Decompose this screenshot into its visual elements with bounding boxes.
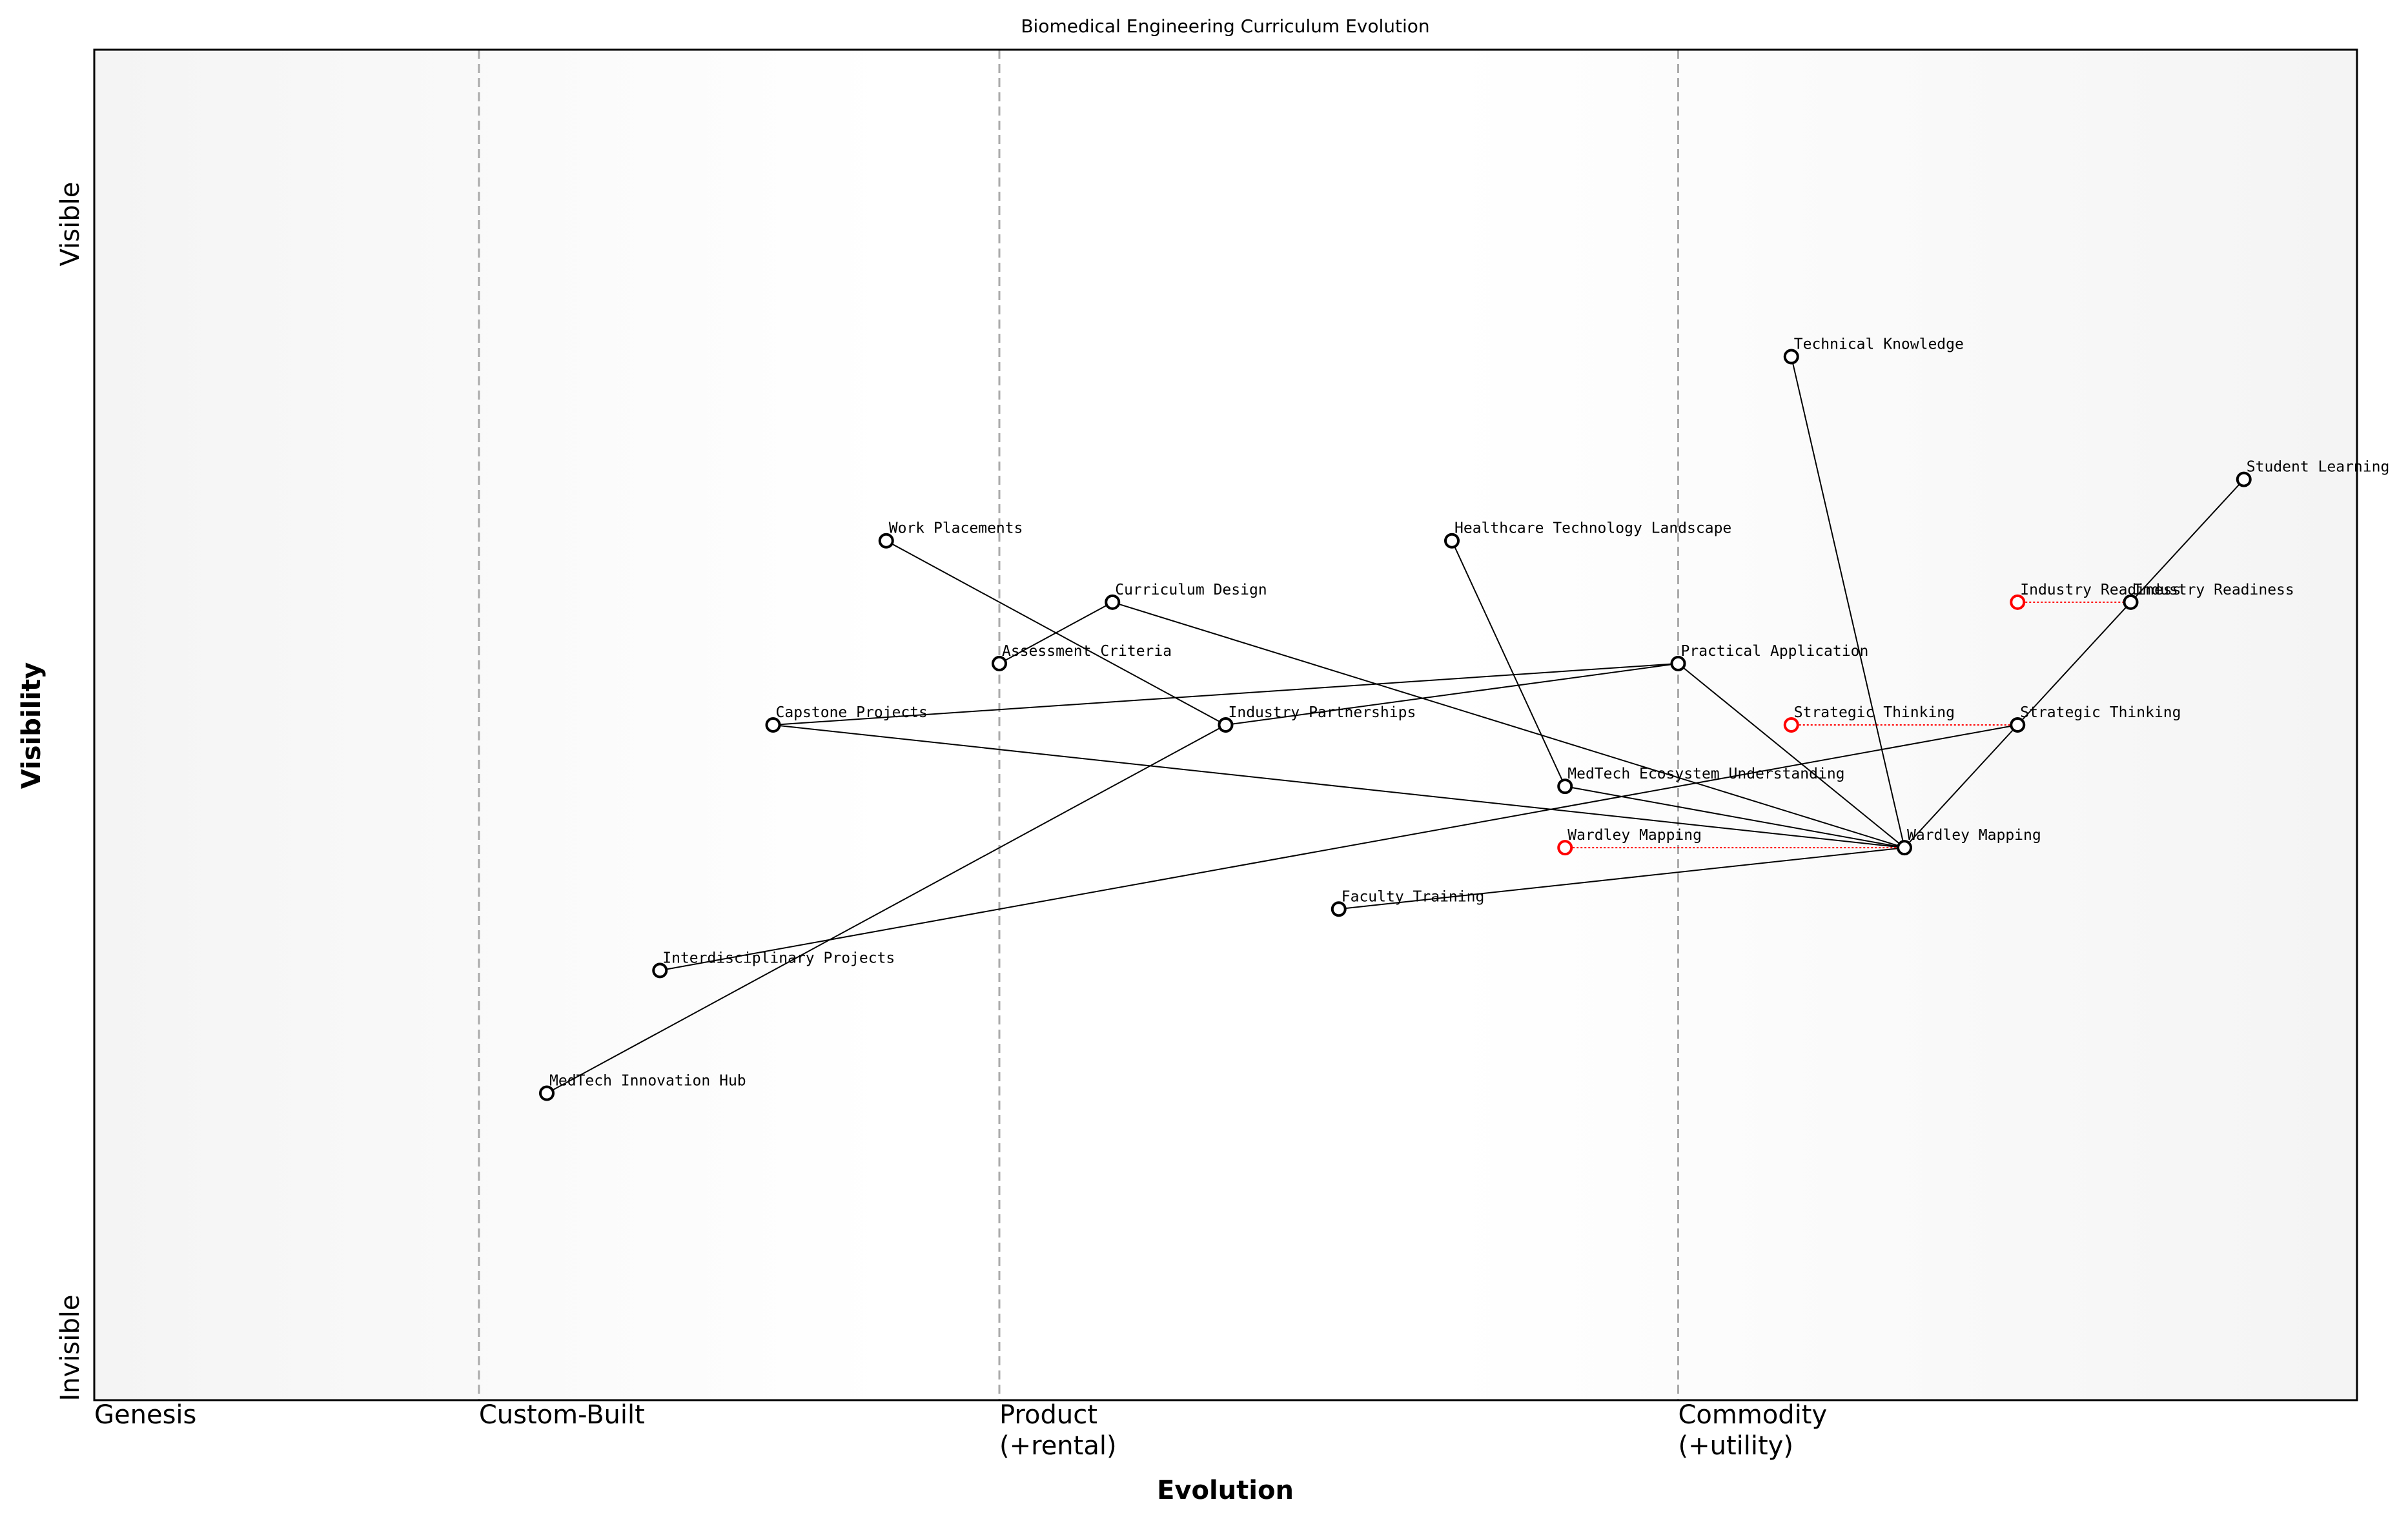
node <box>2123 594 2139 610</box>
evolution-label: Strategic Thinking <box>1794 704 1955 721</box>
node-label: Healthcare Technology Landscape <box>1454 520 1731 537</box>
node-label: Student Learning <box>2247 459 2390 476</box>
node-label: Practical Application <box>1681 643 1869 660</box>
node-label: Wardley Mapping <box>1907 827 2041 844</box>
node <box>652 962 668 979</box>
evolution-label: Wardley Mapping <box>1567 827 1702 844</box>
x-tick-label: Product (+rental) <box>999 1400 1117 1461</box>
link <box>1677 663 1905 848</box>
link <box>1451 540 1566 787</box>
node <box>1444 533 1460 549</box>
node <box>1670 655 1686 671</box>
node <box>878 533 894 549</box>
evolution-point <box>2010 594 2026 610</box>
node <box>1557 779 1573 795</box>
evolution-point <box>1557 840 1573 856</box>
plot-layer: Industry Readiness Strategic Thinking Ward… <box>478 50 2390 1400</box>
node-label: Work Placements <box>889 520 1023 537</box>
link <box>1225 662 1678 726</box>
node-label: Faculty Training <box>1342 888 1485 905</box>
link <box>2017 602 2132 726</box>
link <box>1112 601 1905 849</box>
node-label: Strategic Thinking <box>2020 704 2181 721</box>
evolution-point <box>1783 717 1799 733</box>
node-label: Curriculum Design <box>1115 582 1267 598</box>
chart-title: Biomedical Engineering Curriculum Evolut… <box>1021 15 1429 37</box>
x-tick-label: Genesis <box>94 1400 197 1430</box>
plot-frame <box>93 48 2358 1401</box>
y-bottom-label: Invisible <box>56 1295 85 1401</box>
node-label: Capstone Projects <box>776 704 928 721</box>
node <box>1783 349 1799 365</box>
x-tick-label: Commodity (+utility) <box>1678 1400 1828 1461</box>
link <box>660 724 2018 972</box>
link <box>546 724 1226 1094</box>
node <box>1105 594 1121 610</box>
evolution-label: Industry Readiness <box>2020 582 2181 598</box>
node-label: MedTech Innovation Hub <box>549 1073 746 1090</box>
node <box>765 717 781 733</box>
node <box>992 655 1007 671</box>
node <box>539 1085 555 1101</box>
node <box>2010 717 2026 733</box>
node-label: Technical Knowledge <box>1794 336 1964 352</box>
node-label: Assessment Criteria <box>1002 643 1172 660</box>
node-label: Interdisciplinary Projects <box>662 950 895 966</box>
link <box>1338 847 1905 910</box>
link <box>886 540 1226 726</box>
node-label: Industry Readiness <box>2134 582 2294 598</box>
node <box>1897 840 1912 856</box>
link <box>773 724 1905 849</box>
node <box>2236 471 2252 487</box>
link <box>773 662 1678 726</box>
y-top-label: Visible <box>56 182 85 267</box>
node-label: Industry Partnerships <box>1229 704 1416 721</box>
x-tick-label: Custom-Built <box>478 1400 645 1430</box>
link <box>1565 786 1905 849</box>
y-axis-label: Visibility <box>17 662 46 789</box>
link <box>1904 724 2018 848</box>
x-axis-label: Evolution <box>1157 1476 1294 1505</box>
node <box>1218 717 1234 733</box>
link <box>2130 478 2245 603</box>
node-label: MedTech Ecosystem Understanding <box>1567 766 1844 782</box>
node <box>1331 901 1347 917</box>
link <box>1790 356 1905 848</box>
